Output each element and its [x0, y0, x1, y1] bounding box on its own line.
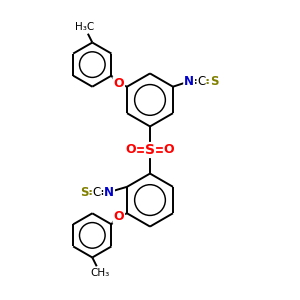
Text: O: O: [113, 77, 124, 90]
Text: CH₃: CH₃: [90, 268, 109, 278]
Text: H₃C: H₃C: [75, 22, 94, 32]
Text: O: O: [125, 143, 136, 157]
Text: S: S: [210, 75, 218, 88]
Text: C: C: [197, 75, 206, 88]
Text: N: N: [184, 75, 194, 88]
Text: O: O: [164, 143, 175, 157]
Text: O: O: [113, 210, 124, 223]
Text: S: S: [145, 143, 155, 157]
Text: C: C: [93, 186, 101, 199]
Text: N: N: [104, 186, 114, 199]
Text: S: S: [80, 186, 88, 199]
